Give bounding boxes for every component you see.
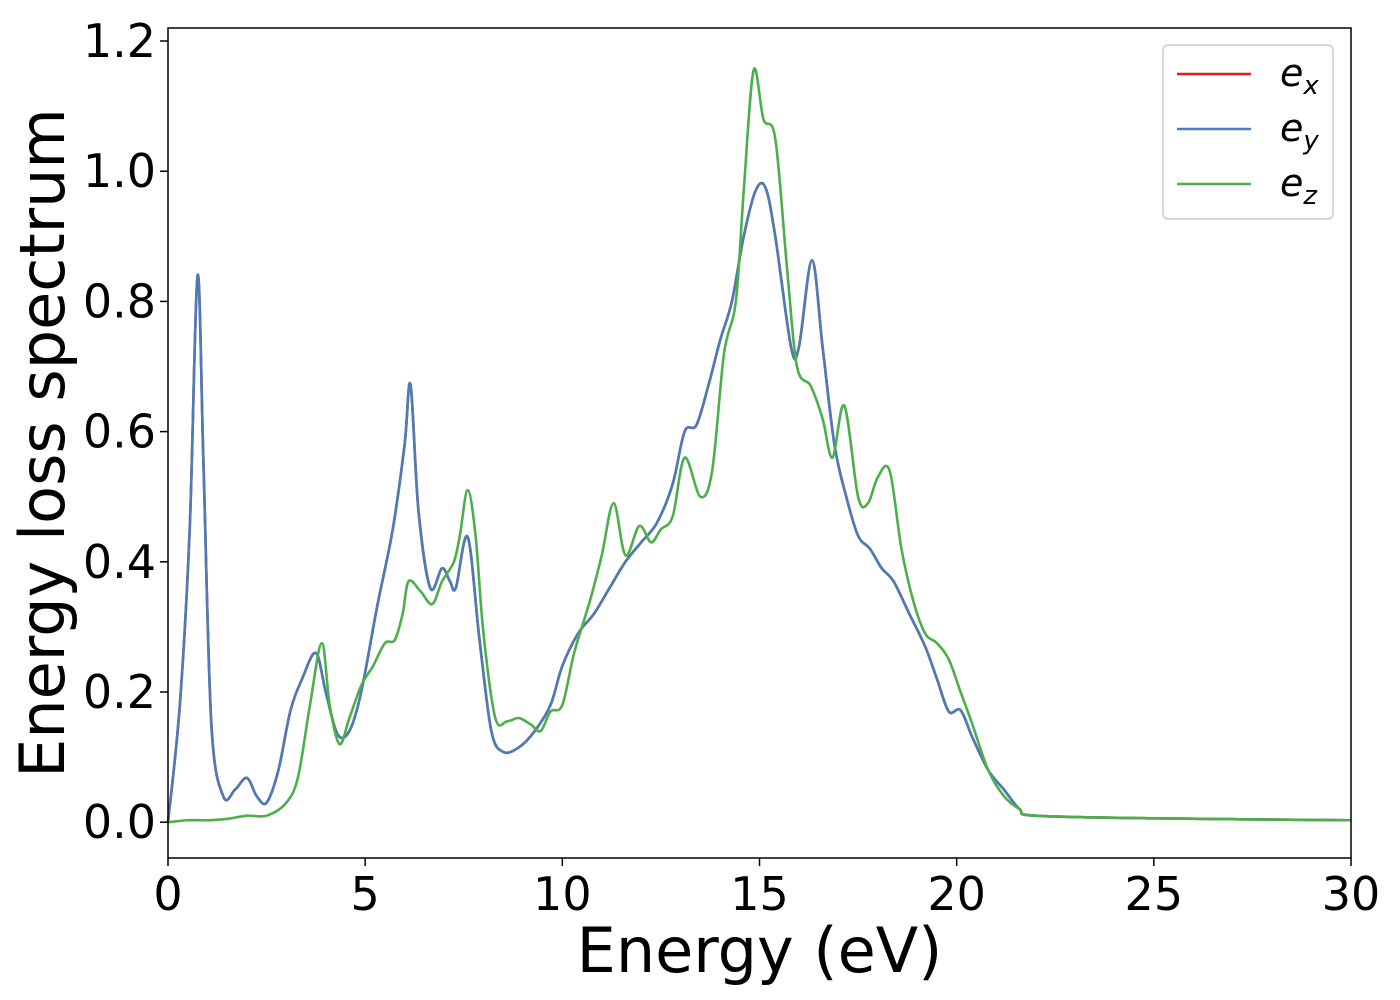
y-tick-label: 0.0 xyxy=(83,795,156,849)
y-tick-label: 0.2 xyxy=(83,665,156,719)
x-axis-title: Energy (eV) xyxy=(577,914,943,987)
y-tick-label: 0.8 xyxy=(83,274,156,328)
legend-box xyxy=(1162,44,1334,220)
y-tick-label: 1.2 xyxy=(83,14,156,68)
y-tick-label: 0.4 xyxy=(83,535,156,589)
series-line-e-y xyxy=(166,181,1352,823)
x-tick-label: 25 xyxy=(1125,867,1184,921)
series-layer xyxy=(166,67,1352,824)
plot-background xyxy=(168,28,1351,858)
x-tick-label: 20 xyxy=(927,867,986,921)
x-axis-ticks: 0 5 10 15 20 25 30 xyxy=(153,858,1380,921)
y-tick-label: 0.6 xyxy=(83,405,156,459)
x-tick-label: 0 xyxy=(153,867,182,921)
x-tick-label: 15 xyxy=(730,867,789,921)
x-tick-label: 10 xyxy=(533,867,592,921)
y-tick-label: 1.0 xyxy=(83,144,156,198)
x-tick-label: 30 xyxy=(1322,867,1381,921)
y-axis-ticks: 0.0 0.2 0.4 0.6 0.8 1.0 1.2 xyxy=(83,14,168,849)
y-axis-title: Energy loss spectrum xyxy=(6,108,79,778)
x-tick-label: 5 xyxy=(351,867,380,921)
series-line-e-z xyxy=(167,67,1352,824)
